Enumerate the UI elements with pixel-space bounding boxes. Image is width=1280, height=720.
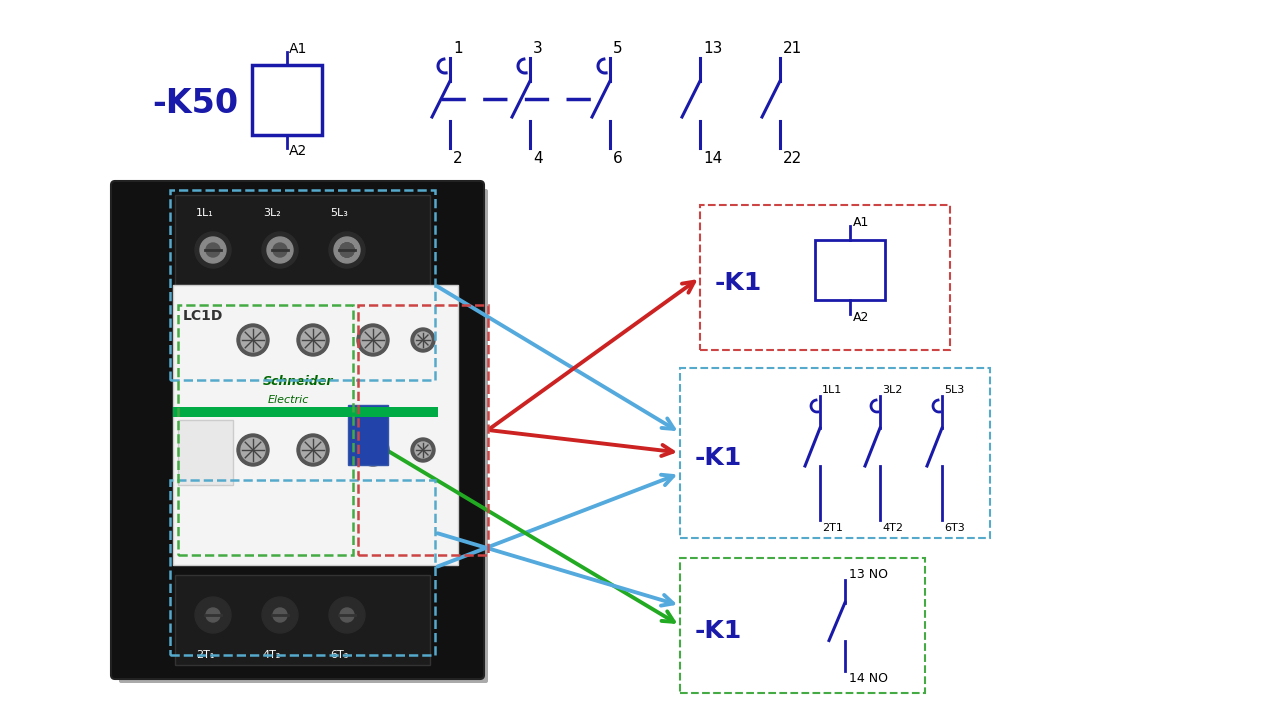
Text: 4: 4 [532, 150, 543, 166]
Circle shape [241, 438, 265, 462]
FancyBboxPatch shape [111, 181, 484, 679]
Circle shape [195, 597, 230, 633]
Circle shape [340, 608, 355, 622]
Text: Schneider: Schneider [262, 375, 334, 388]
Bar [178, 305, 353, 555]
Bar [252, 65, 323, 135]
Text: 5L3: 5L3 [943, 385, 964, 395]
Circle shape [357, 434, 389, 466]
Text: 1: 1 [453, 40, 462, 55]
Circle shape [237, 434, 269, 466]
Circle shape [268, 237, 293, 263]
Text: 1L1: 1L1 [822, 385, 842, 395]
Bar [680, 368, 989, 538]
Bar [700, 205, 950, 350]
Text: 5L₃: 5L₃ [330, 208, 348, 218]
Bar [358, 305, 488, 555]
Text: 2T1: 2T1 [822, 523, 842, 533]
Circle shape [195, 232, 230, 268]
Circle shape [200, 237, 227, 263]
Circle shape [297, 324, 329, 356]
Bar [815, 240, 884, 300]
Bar [170, 480, 435, 655]
Text: 3L₂: 3L₂ [264, 208, 280, 218]
Circle shape [262, 597, 298, 633]
Text: -K1: -K1 [695, 446, 742, 470]
Text: 14 NO: 14 NO [849, 672, 888, 685]
Text: 13: 13 [703, 40, 722, 55]
Text: 6T₃: 6T₃ [330, 650, 348, 660]
Circle shape [273, 608, 287, 622]
Text: 2T₁: 2T₁ [196, 650, 214, 660]
Circle shape [206, 243, 220, 257]
Circle shape [411, 438, 435, 462]
Text: A2: A2 [289, 144, 307, 158]
Circle shape [334, 237, 360, 263]
Circle shape [301, 438, 325, 462]
Text: -K50: -K50 [152, 86, 238, 120]
Circle shape [273, 243, 287, 257]
Text: 4T₂: 4T₂ [262, 650, 282, 660]
Text: 3L2: 3L2 [882, 385, 902, 395]
Text: LC1D: LC1D [183, 309, 224, 323]
Circle shape [301, 328, 325, 352]
Text: -K1: -K1 [695, 618, 742, 642]
Bar [170, 190, 435, 380]
Bar [680, 558, 925, 693]
Text: A2: A2 [852, 310, 869, 323]
Circle shape [237, 324, 269, 356]
Text: 1L₁: 1L₁ [196, 208, 214, 218]
Circle shape [329, 597, 365, 633]
Circle shape [241, 328, 265, 352]
Text: 13 NO: 13 NO [849, 567, 888, 580]
Text: 3: 3 [532, 40, 543, 55]
Circle shape [340, 243, 355, 257]
Circle shape [415, 332, 431, 348]
Circle shape [206, 608, 220, 622]
Text: A1: A1 [852, 215, 869, 228]
Text: 6: 6 [613, 150, 623, 166]
Circle shape [361, 328, 385, 352]
Text: 14: 14 [703, 150, 722, 166]
Text: Electric: Electric [268, 395, 310, 405]
Bar [175, 575, 430, 665]
Circle shape [329, 232, 365, 268]
Circle shape [262, 232, 298, 268]
Text: 5: 5 [613, 40, 622, 55]
Text: 4T2: 4T2 [882, 523, 902, 533]
FancyBboxPatch shape [119, 189, 488, 683]
Bar [173, 407, 438, 417]
Text: 2: 2 [453, 150, 462, 166]
Bar [348, 405, 388, 465]
Text: 6T3: 6T3 [943, 523, 965, 533]
Circle shape [411, 328, 435, 352]
Circle shape [361, 438, 385, 462]
Text: 21: 21 [783, 40, 803, 55]
Circle shape [357, 324, 389, 356]
Circle shape [297, 434, 329, 466]
Bar [178, 420, 233, 485]
Bar [173, 285, 458, 565]
Bar [175, 195, 430, 285]
Text: 22: 22 [783, 150, 803, 166]
Circle shape [415, 442, 431, 458]
Text: A1: A1 [289, 42, 307, 56]
Text: -K1: -K1 [716, 271, 763, 294]
